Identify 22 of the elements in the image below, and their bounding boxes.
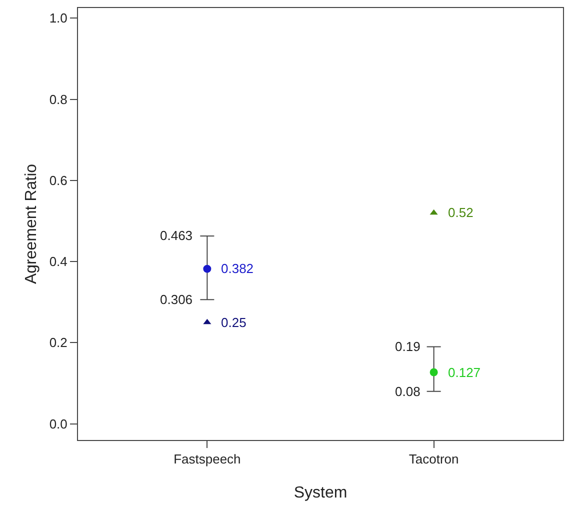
annotation: 0.306	[160, 292, 193, 307]
x-tick-label: Tacotron	[408, 452, 459, 467]
y-tick-label: 0.0	[49, 416, 68, 432]
y-tick-label: 0.6	[49, 172, 68, 188]
data-label: 0.52	[448, 205, 474, 220]
annotation: 0.19	[395, 339, 420, 354]
annotation: 0.463	[160, 228, 193, 243]
y-tick-label: 0.4	[49, 254, 68, 270]
y-axis-title: Agreement Ratio	[23, 164, 40, 284]
point	[203, 318, 212, 324]
y-tick-label: 0.8	[49, 92, 68, 107]
y-tick-label: 0.2	[49, 335, 68, 350]
point	[203, 264, 212, 273]
point	[430, 368, 438, 376]
annotation: 0.08	[395, 384, 420, 399]
x-axis-title: System	[294, 484, 348, 502]
point	[430, 209, 438, 215]
data-label: 0.382	[221, 261, 254, 276]
data-label: 0.127	[448, 365, 481, 380]
y-tick-label: 1.0	[49, 10, 68, 26]
x-tick-label: Fastspeech	[174, 452, 241, 467]
data-label: 0.25	[221, 315, 246, 330]
